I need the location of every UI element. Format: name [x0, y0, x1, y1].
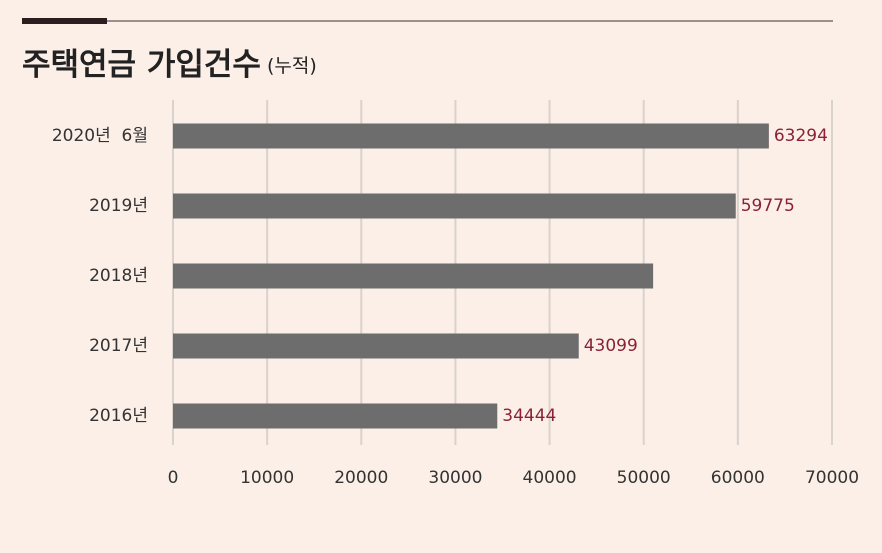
bar: [173, 403, 498, 429]
bar: [173, 263, 654, 289]
value-label: 63294: [774, 126, 828, 146]
x-tick-label: 60000: [711, 468, 765, 488]
value-label: 43099: [584, 336, 638, 356]
x-tick-label: 0: [168, 468, 179, 488]
chart-title: 주택연금 가입건수 (누적): [22, 47, 317, 83]
x-tick-label: 10000: [240, 468, 294, 488]
bar: [173, 193, 736, 219]
x-tick-label: 70000: [805, 468, 859, 488]
y-tick-label: 2018년: [89, 266, 148, 286]
bar: [173, 123, 769, 149]
x-tick-label: 40000: [523, 468, 577, 488]
y-tick-label: 2019년: [89, 196, 148, 216]
title-main: 주택연금 가입건수: [22, 47, 261, 83]
bar: [173, 333, 579, 359]
x-tick-label: 50000: [617, 468, 671, 488]
x-tick-label: 30000: [428, 468, 482, 488]
value-label: 34444: [502, 406, 556, 426]
x-tick-label: 20000: [334, 468, 388, 488]
y-tick-label: 2020년 6월: [52, 126, 148, 146]
y-tick-label: 2016년: [89, 406, 148, 426]
value-label: 59775: [741, 196, 795, 216]
y-tick-label: 2017년: [89, 336, 148, 356]
title-note: (누적): [267, 55, 317, 77]
